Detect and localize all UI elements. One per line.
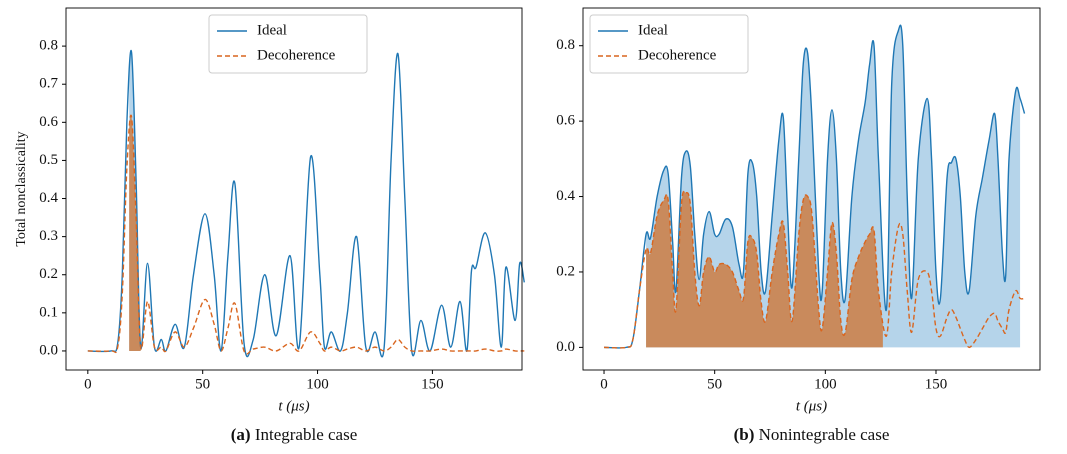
y-tick-label: 0.2 bbox=[556, 263, 575, 279]
x-axis-label: t (μs) bbox=[278, 398, 309, 414]
legend-box bbox=[208, 14, 368, 74]
x-axis-label: t (μs) bbox=[796, 398, 827, 414]
y-tick-label: 0.0 bbox=[556, 339, 575, 355]
legend-label: Ideal bbox=[638, 22, 668, 38]
caption: (a) Integrable case bbox=[231, 425, 358, 444]
caption-text: Integrable case bbox=[255, 425, 357, 444]
x-tick-label: 100 bbox=[814, 376, 837, 392]
series-line bbox=[604, 24, 1026, 349]
y-tick-label: 0.3 bbox=[39, 228, 58, 244]
series-line bbox=[604, 190, 1025, 349]
y-tick-label: 0.6 bbox=[39, 114, 58, 130]
series-line bbox=[87, 49, 525, 358]
plot-frame bbox=[65, 7, 523, 371]
y-tick-label: 0.4 bbox=[39, 190, 58, 206]
x-tick-label: 50 bbox=[195, 376, 210, 392]
legend-box bbox=[589, 14, 749, 74]
x-tick-label: 150 bbox=[421, 376, 444, 392]
area-fill bbox=[129, 50, 141, 351]
y-axis-label: Total nonclassicality bbox=[14, 131, 29, 246]
legend-label: Ideal bbox=[257, 22, 287, 38]
x-tick-label: 0 bbox=[600, 376, 608, 392]
x-tick-label: 100 bbox=[306, 376, 329, 392]
y-tick-label: 0.0 bbox=[39, 342, 58, 358]
caption-tag: (b) bbox=[734, 425, 755, 444]
y-tick-label: 0.6 bbox=[556, 113, 575, 129]
y-tick-label: 0.5 bbox=[39, 152, 58, 168]
x-tick-label: 150 bbox=[925, 376, 948, 392]
x-tick-label: 0 bbox=[84, 376, 92, 392]
plot-frame bbox=[582, 7, 1041, 371]
caption-tag: (a) bbox=[231, 425, 251, 444]
legend-label: Decoherence bbox=[257, 47, 336, 63]
y-tick-label: 0.8 bbox=[556, 37, 575, 53]
caption-text: Nonintegrable case bbox=[759, 425, 890, 444]
caption: (b) Nonintegrable case bbox=[734, 425, 890, 444]
y-tick-label: 0.1 bbox=[39, 304, 58, 320]
legend-label: Decoherence bbox=[638, 47, 717, 63]
x-tick-label: 50 bbox=[707, 376, 722, 392]
area-fill bbox=[646, 191, 883, 348]
y-tick-label: 0.4 bbox=[556, 188, 575, 204]
y-tick-label: 0.7 bbox=[39, 76, 58, 92]
area-fill bbox=[646, 25, 1021, 348]
y-tick-label: 0.2 bbox=[39, 266, 58, 282]
y-tick-label: 0.8 bbox=[39, 38, 58, 54]
